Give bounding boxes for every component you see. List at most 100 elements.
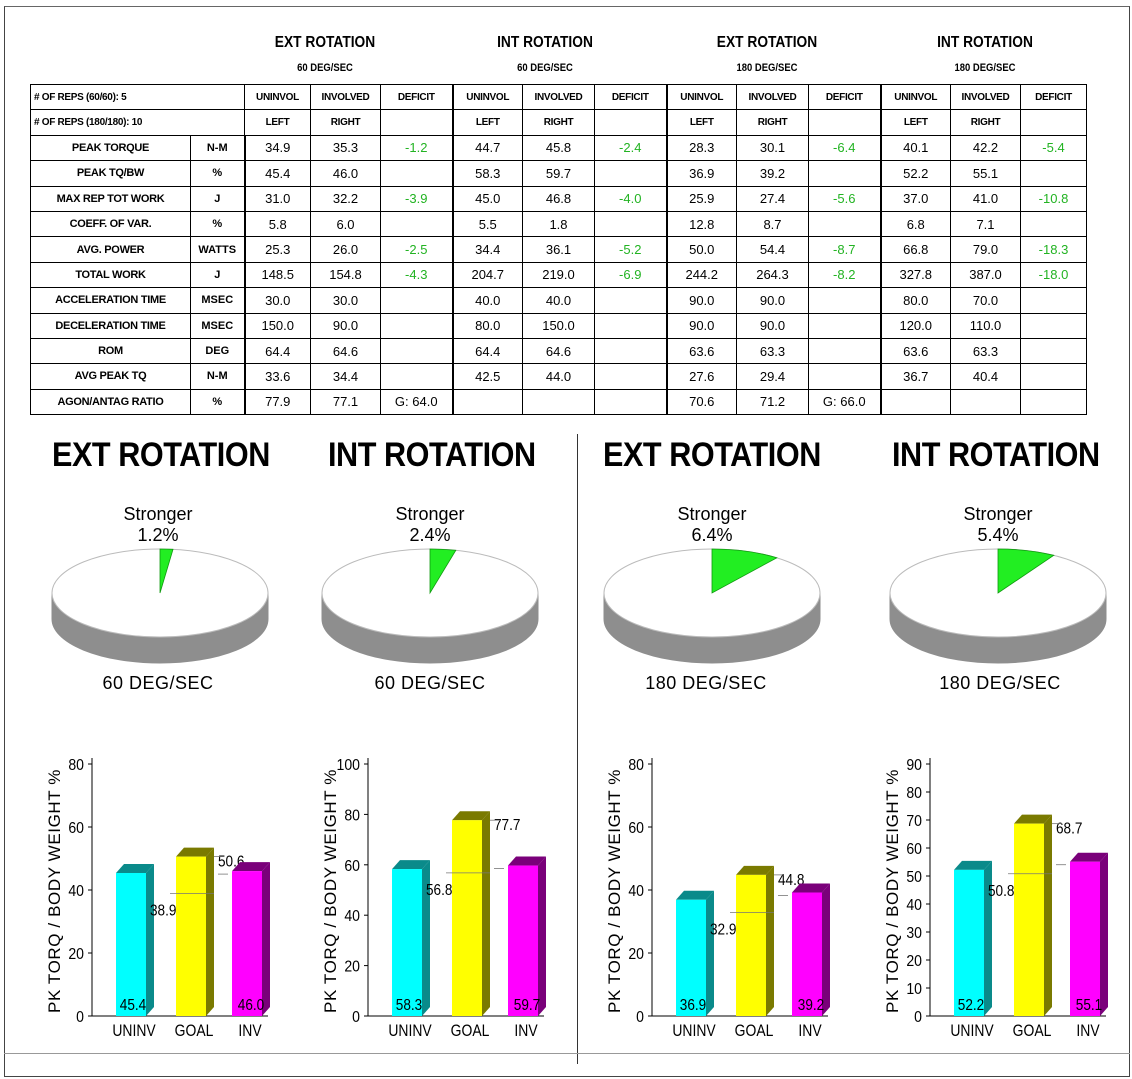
pie-speed-3: 180 DEG/SEC (645, 673, 767, 693)
x-tick-label: UNINV (950, 1022, 994, 1041)
col-header: INVOLVED (736, 83, 809, 111)
value-cell: 36.1 (522, 236, 595, 263)
bar-chart-2: PK TORQ / BODY WEIGHT % 0 20 40 60 80 100 UNINV… (321, 756, 546, 1041)
bar-side (984, 860, 992, 1016)
row-label: MAX REP TOT WORK (30, 185, 191, 212)
group-title-4: INT ROTATION (937, 34, 1033, 51)
value-cell: 27.4 (736, 185, 809, 212)
bar-goal (1014, 823, 1044, 1016)
deficit-cell (380, 312, 453, 339)
y-axis-label: PK TORQ / BODY WEIGHT % (321, 769, 340, 1013)
pie-caption-2: Stronger 2.4% (330, 504, 530, 546)
table-row: MAX REP TOT WORK J 31.0 32.2 -3.9 45.0 46.8 -4.… (30, 185, 1087, 212)
table-row: DECELERATION TIME MSEC 150.0 90.0 80.0 150.0 9… (30, 312, 1087, 339)
deficit-cell (808, 337, 881, 365)
pie-chart-3 (603, 548, 821, 664)
value-cell: 30.1 (736, 134, 809, 162)
bar-top (116, 863, 154, 873)
y-axis-label: PK TORQ / BODY WEIGHT % (605, 769, 624, 1013)
stronger-percent: 2.4% (409, 525, 451, 545)
value-cell: 54.4 (736, 236, 809, 263)
bar-top (736, 865, 774, 875)
value-cell: 25.9 (665, 185, 737, 212)
table-side-row: # OF REPS (180/180): 10 LEFT RIGHT LEFT … (30, 109, 1087, 136)
bar-top (1014, 814, 1052, 824)
side-header: RIGHT (950, 109, 1021, 136)
bar-goal (736, 874, 766, 1016)
bar-top (232, 862, 270, 872)
value-cell: 40.0 (522, 287, 595, 314)
y-tick-label: 80 (344, 807, 360, 825)
empty-cell (808, 109, 881, 136)
value-cell: 40.4 (950, 363, 1021, 390)
x-tick-label: INV (514, 1022, 538, 1041)
value-cell: 70.0 (950, 287, 1021, 314)
value-cell: 44.0 (522, 363, 595, 390)
group-title-2: INT ROTATION (497, 34, 593, 51)
bar-uninv (392, 869, 422, 1016)
table-row: TOTAL WORK J 148.5 154.8 -4.3 204.7 219.0 -6.9 2… (30, 261, 1087, 289)
value-cell: 64.4 (243, 337, 311, 365)
pie-speed-2: 60 DEG/SEC (374, 673, 486, 693)
side-header: RIGHT (310, 109, 381, 136)
bar-side (1100, 852, 1108, 1016)
x-tick-label: INV (798, 1022, 822, 1041)
value-cell: 64.6 (522, 337, 595, 365)
deficit-cell (808, 312, 881, 339)
panel-title-1: EXT ROTATION (52, 436, 270, 474)
bar-top (676, 890, 714, 900)
table-row: PEAK TORQUE N-M 34.9 35.3 -1.2 44.7 45.8 -2.4 28… (30, 134, 1087, 162)
side-header: LEFT (879, 109, 951, 136)
bar-inv (1070, 861, 1100, 1016)
table-row: ACCELERATION TIME MSEC 30.0 30.0 40.0 40.0 90.… (30, 287, 1087, 314)
group-speed-2: 60 DEG/SEC (517, 62, 573, 74)
bar-side (822, 883, 830, 1016)
value-cell: 79.0 (950, 236, 1021, 263)
row-label: ROM (30, 337, 191, 365)
value-cell: 59.7 (522, 160, 595, 187)
value-cell: 39.2 (736, 160, 809, 187)
row-unit: N-M (190, 134, 245, 162)
value-cell: 30.0 (243, 287, 311, 314)
deficit-cell (1020, 210, 1087, 238)
deficit-cell (1020, 363, 1087, 390)
pie-caption-1: Stronger 1.2% (58, 504, 258, 546)
col-header: DEFICIT (1020, 83, 1087, 111)
row-unit: WATTS (190, 236, 245, 263)
y-tick-label: 60 (68, 819, 84, 837)
col-header: DEFICIT (594, 83, 667, 111)
bar-value-label: 59.7 (514, 997, 540, 1014)
stronger-percent: 1.2% (137, 525, 179, 545)
x-tick-label: GOAL (451, 1022, 490, 1041)
value-cell: 30.0 (310, 287, 381, 314)
y-tick-label: 60 (906, 840, 922, 858)
y-tick-label: 0 (76, 1008, 84, 1026)
col-header: UNINVOL (451, 83, 523, 111)
group-speed-3: 180 DEG/SEC (736, 62, 798, 74)
value-cell: 34.4 (310, 363, 381, 390)
deficit-cell (1020, 337, 1087, 365)
value-cell: 12.8 (665, 210, 737, 238)
value-cell: 148.5 (243, 261, 311, 289)
deficit-cell (808, 287, 881, 314)
value-cell: 7.1 (950, 210, 1021, 238)
deficit-cell: G: 66.0 (808, 388, 881, 416)
value-cell: 40.0 (451, 287, 523, 314)
footer-rule (4, 1053, 1130, 1054)
row-unit: DEG (190, 337, 245, 365)
deficit-cell: -18.0 (1020, 261, 1087, 289)
empty-cell (1020, 109, 1087, 136)
report-frame (4, 6, 1130, 1077)
y-tick-label: 90 (906, 756, 922, 774)
bar-inv (232, 871, 262, 1016)
row-label: AVG PEAK TQ (30, 363, 191, 390)
bar-value-label: 46.0 (238, 997, 264, 1014)
row-label: PEAK TORQUE (30, 134, 191, 162)
deficit-cell: -8.2 (808, 261, 881, 289)
pie-chart-1 (51, 548, 269, 664)
value-cell: 154.8 (310, 261, 381, 289)
value-cell: 58.3 (451, 160, 523, 187)
deficit-cell: -5.6 (808, 185, 881, 212)
value-cell: 90.0 (736, 287, 809, 314)
empty-cell (594, 109, 667, 136)
